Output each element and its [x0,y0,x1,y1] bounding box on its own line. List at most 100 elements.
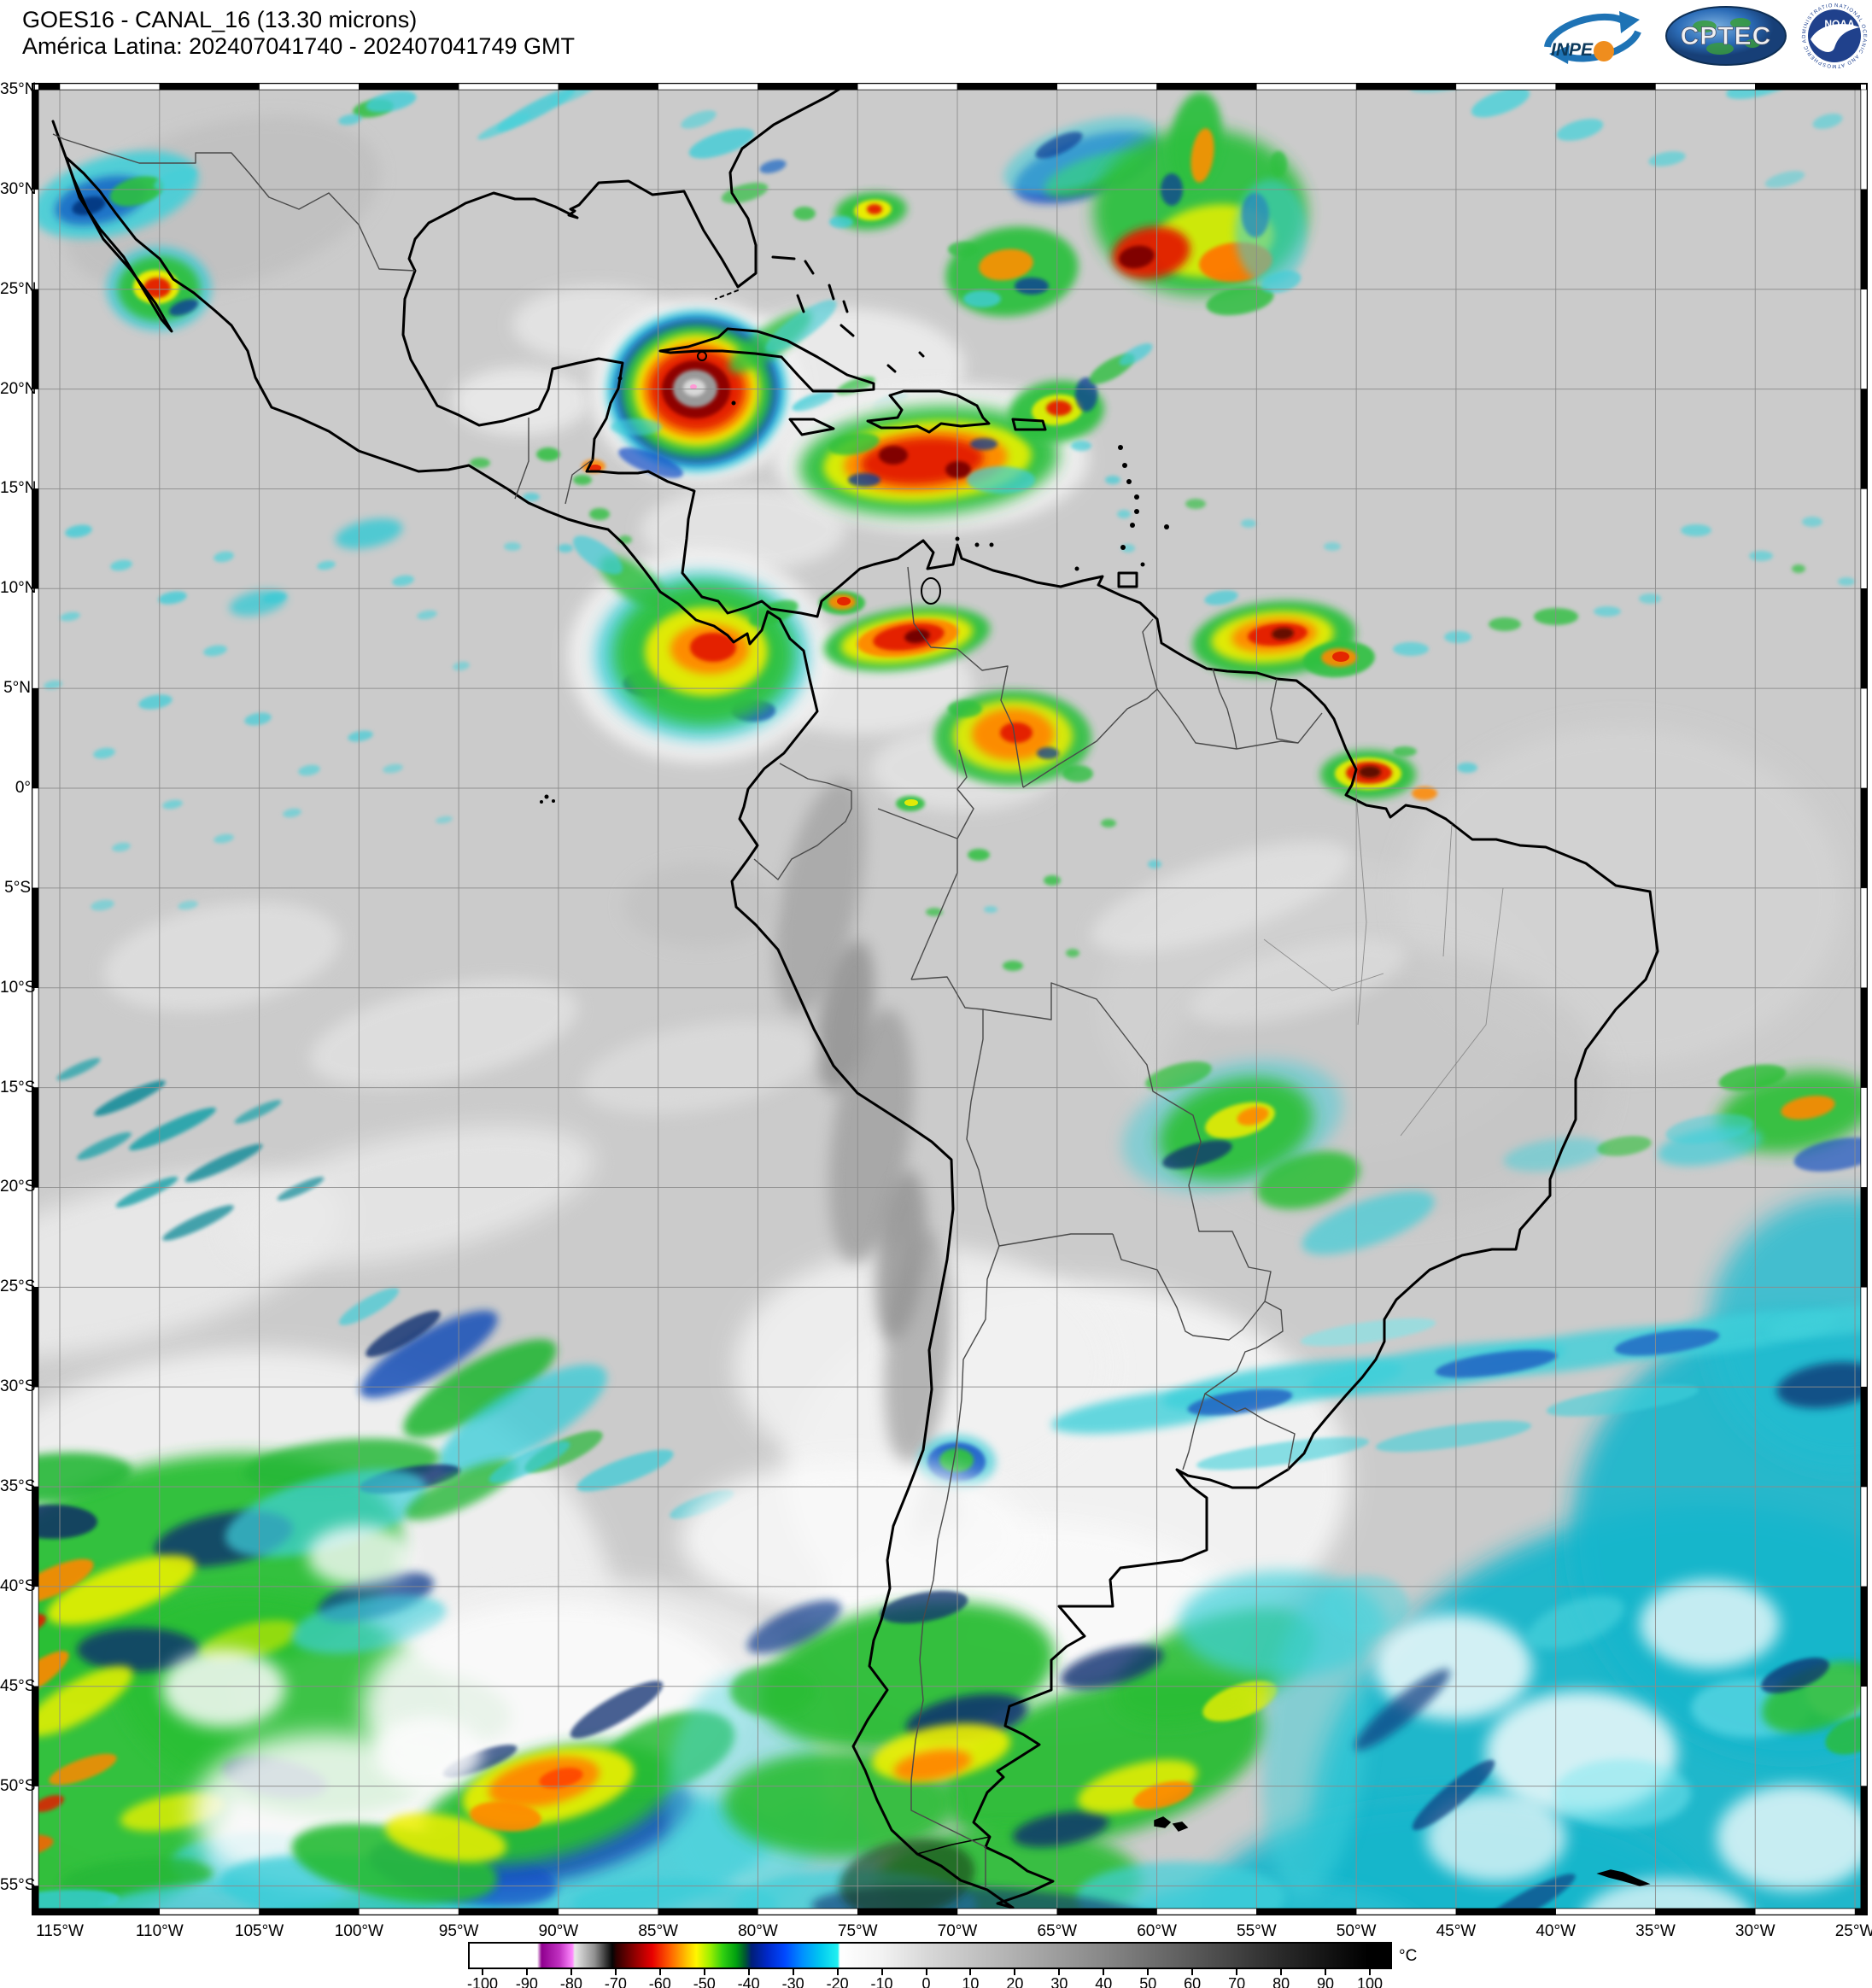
border-paraguay [1112,1184,1272,1341]
colorbar-tick [1325,1969,1327,1975]
bahamas-islands [771,255,855,337]
colorbar-tick-label: -100 [466,1975,499,1988]
colorbar-tick-label: -40 [737,1975,760,1988]
inpe-orange-dot-icon [1594,41,1614,61]
longitude-tick-label: 55°W [1237,1922,1277,1940]
colorbar-tick [525,1969,528,1975]
colorbar-tick-label: 20 [1006,1975,1024,1988]
longitude-tick-label: 60°W [1137,1922,1177,1940]
colorbar-tick-label: -80 [559,1975,582,1988]
magellan-strait [916,1836,991,1855]
longitude-tick-label: 30°W [1735,1922,1775,1940]
longitude-tick-label: 80°W [738,1922,778,1940]
cuba-coastline [658,327,875,393]
cptec-globe-icon [1665,6,1787,66]
colorbar-tick-label: -30 [781,1975,804,1988]
border-venezuela-brazil [1022,688,1158,788]
latitude-tick-label: 10°S [0,978,36,997]
colorbar-tick [969,1969,972,1975]
colorbar-tick-label: -20 [826,1975,849,1988]
puerto-rico-coastline [1011,418,1047,431]
inpe-logo: INPE [1544,11,1641,64]
colorbar-tick-label: -50 [693,1975,716,1988]
longitude-tick-label: 105°W [234,1922,284,1940]
border-us-mexico [52,133,416,272]
longitude-tick-label: 100°W [334,1922,383,1940]
colorbar-tick-label: -70 [604,1975,627,1988]
border-colombia-ecuador [779,763,852,792]
product-title: GOES16 - CANAL_16 (13.30 microns) [22,7,418,32]
colorbar-tick [747,1969,750,1975]
small-islands-layer [540,255,1651,1886]
latitude-tick-label: 20°S [0,1178,36,1196]
border-uruguay-brazil [1204,1393,1296,1471]
agency-logos: INPE CPTEC NOAA NATIO [1530,2,1869,70]
jamaica-coastline [788,418,835,436]
latitude-tick-label: 5°N [3,679,31,698]
inpe-arrowhead-icon [1619,11,1640,33]
longitude-tick-label: 75°W [837,1922,878,1940]
latitude-tick-label: 40°S [0,1576,36,1595]
colorbar-tick-label: 0 [921,1975,931,1988]
colorbar-tick [925,1969,927,1975]
noaa-logo: NOAA NATIONAL OCEANIC AND ATMOSPHERIC AD… [1800,2,1868,69]
latitude-tick-label: 10°N [0,579,37,598]
colorbar-tick-label: 100 [1356,1975,1384,1988]
colorbar-tick [1280,1969,1283,1975]
border-argentina-brazil-uruguay [1182,1301,1284,1471]
border-peru-bolivia-brazil [910,976,1000,1247]
longitude-tick-label: 40°W [1536,1922,1577,1940]
longitude-tick-label: 45°W [1436,1922,1477,1940]
hispaniola-coastline [866,389,991,434]
latitude-tick-label: 20°N [0,379,37,398]
latitude-tick-label: 0° [15,779,31,798]
brazil-state-borders [1263,793,1504,1137]
colorbar-tick-label: 30 [1050,1975,1068,1988]
longitude-tick-label: 35°W [1635,1922,1676,1940]
colorbar-tick [1103,1969,1105,1975]
colorbar-tick [570,1969,572,1975]
latitude-tick-label: 35°S [0,1477,36,1496]
colorbar-tick-label: -10 [870,1975,893,1988]
colorbar-tick [482,1969,483,1975]
colorbar-tick-label: 90 [1317,1975,1335,1988]
inpe-logo-text: INPE [1551,40,1594,60]
border-mexico-guatemala [514,418,529,500]
colorbar-tick-label: 60 [1184,1975,1202,1988]
latitude-tick-label: 25°N [0,279,37,298]
colorbar-tick [703,1969,705,1975]
cptec-logo-text: CPTEC [1681,22,1772,50]
border-bolivia-argentina [998,1233,1113,1247]
longitude-tick-label: 85°W [638,1922,678,1940]
latitude-tick-label: 50°S [0,1776,36,1795]
lesser-antilles-islands [617,376,1169,571]
longitude-tick-label: 65°W [1037,1922,1078,1940]
latitude-tick-label: 25°S [0,1278,36,1296]
colorbar-tick [1191,1969,1194,1975]
colorbar-tick [1014,1969,1016,1975]
colorbar-tick-label: 70 [1228,1975,1246,1988]
colorbar-tick [1058,1969,1061,1975]
colorbar-tick-label: 50 [1139,1975,1157,1988]
colorbar-tick [1147,1969,1150,1975]
political-borders-layer [52,133,1504,1887]
longitude-tick-label: 110°W [135,1922,184,1940]
longitude-tick-label: 25°W [1834,1922,1872,1940]
colorbar-tick [792,1969,794,1975]
colorbar-tick [614,1969,617,1975]
longitude-tick-label: 95°W [438,1922,479,1940]
coastline-atlantic [401,90,1659,1909]
galapagos-islands [540,794,555,804]
colorbar-tick [836,1969,839,1975]
latitude-tick-label: 30°N [0,179,37,198]
region-timestamp: América Latina: 202407041740 - 202407041… [22,33,575,59]
colorbar-tick-label: 40 [1095,1975,1113,1988]
cloud-imagery-layer [38,90,1861,1909]
longitude-tick-label: 50°W [1336,1922,1377,1940]
colorbar-tick [880,1969,883,1975]
border-chile-argentina [910,1245,1000,1887]
colorbar-tick-label: -90 [515,1975,538,1988]
latitude-tick-label: 55°S [0,1876,36,1895]
